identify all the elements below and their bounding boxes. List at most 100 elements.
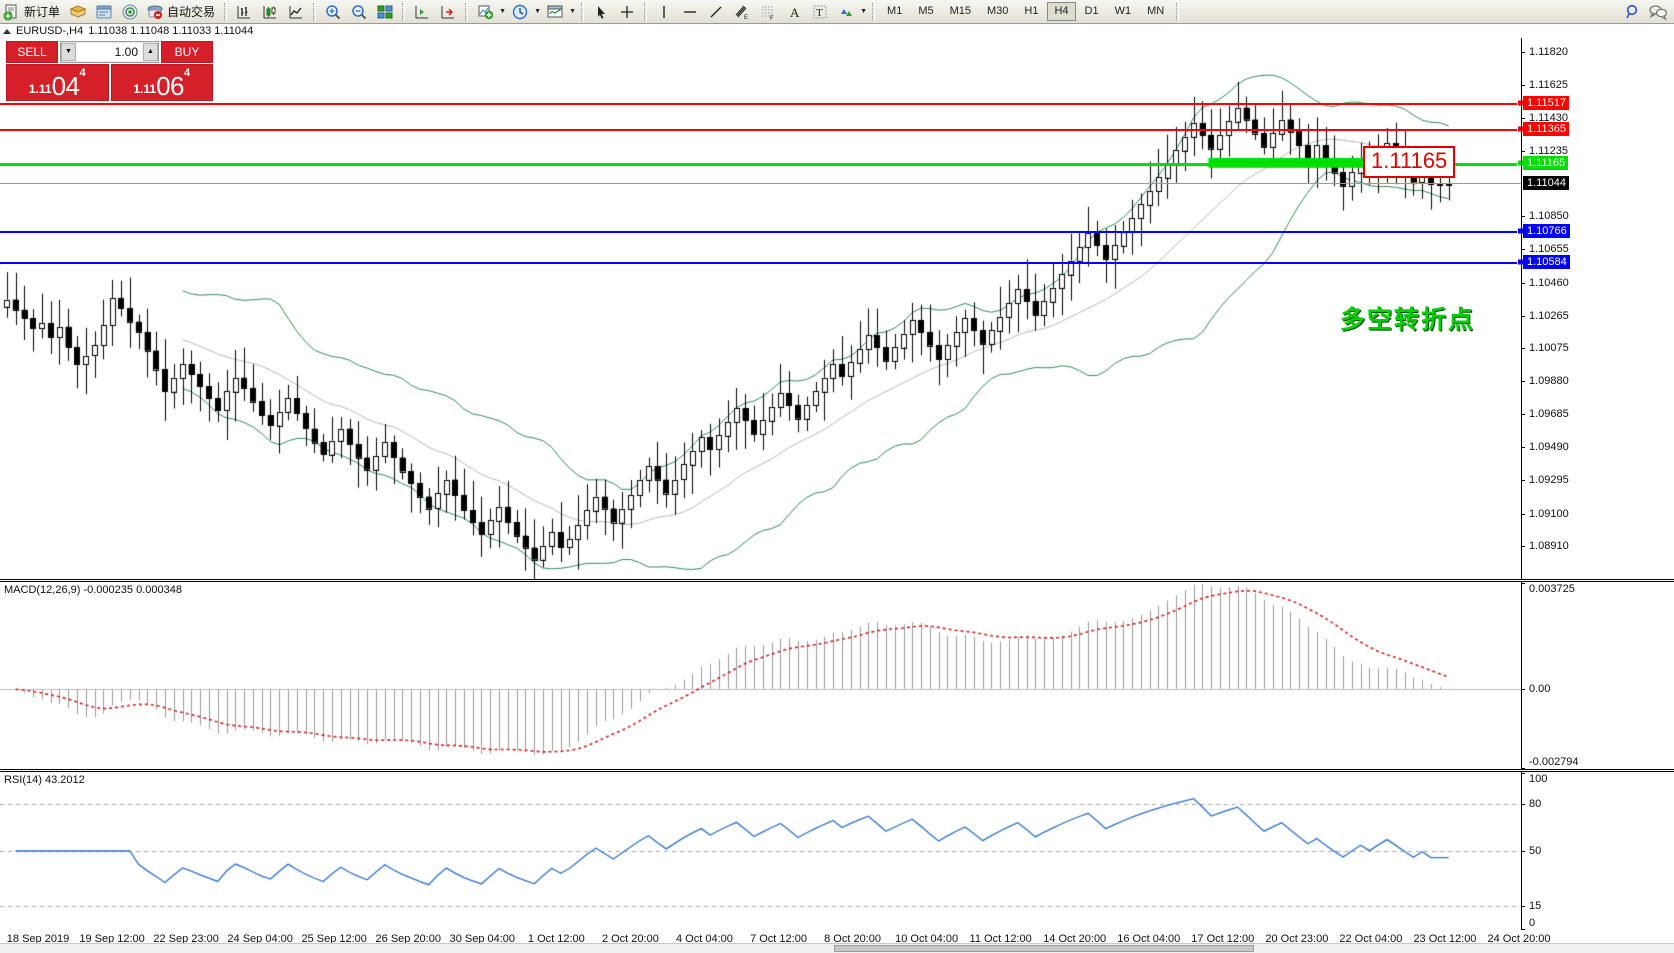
price-level-line-resistance[interactable] bbox=[0, 103, 1521, 106]
autotrade-icon bbox=[146, 3, 164, 21]
rsi-axis[interactable]: 100 80 50 15 0 bbox=[1521, 772, 1674, 930]
macd-tick-label: 0.003725 bbox=[1529, 583, 1575, 595]
price-level-badge[interactable]: 1.10584 bbox=[1523, 254, 1570, 269]
price-annotation-box[interactable]: 1.11165 bbox=[1363, 145, 1456, 178]
period-dropdown-arrow[interactable]: ▼ bbox=[534, 8, 541, 15]
chart-canvas-area[interactable]: EURUSD-,H4 1.11038 1.11048 1.11033 1.110… bbox=[0, 24, 1674, 953]
price-plot-canvas[interactable] bbox=[0, 38, 1521, 579]
line-chart-button[interactable] bbox=[284, 1, 308, 23]
timeframe-h1[interactable]: H1 bbox=[1024, 5, 1039, 17]
zoom-out-button[interactable] bbox=[347, 1, 371, 23]
time-tick-label: 19 Sep 12:00 bbox=[79, 933, 145, 945]
timeframe-w1[interactable]: W1 bbox=[1114, 5, 1132, 17]
price-level-line-support[interactable] bbox=[0, 261, 1521, 264]
macd-plot-canvas[interactable] bbox=[0, 582, 1521, 769]
pane-separator-rsi[interactable] bbox=[0, 769, 1674, 772]
wallet-icon-button[interactable] bbox=[66, 1, 90, 23]
crosshair-tool-button[interactable] bbox=[615, 1, 639, 23]
price-pane[interactable]: 1.11165 多空转折点 1.11820 1.11625 1.11430 1.112… bbox=[0, 38, 1674, 579]
price-axis[interactable]: 1.11820 1.11625 1.11430 1.11235 1.10850 1.106… bbox=[1521, 38, 1674, 579]
autotrade-label: 自动交易 bbox=[167, 5, 216, 19]
new-order-label: 新订单 bbox=[24, 5, 61, 19]
price-tick bbox=[1521, 513, 1525, 515]
macd-pane[interactable]: MACD(12,26,9) -0.000235 0.000348 0.00372… bbox=[0, 582, 1674, 769]
macd-axis[interactable]: 0.003725 0.00 -0.002794 bbox=[1521, 582, 1674, 769]
macd-tick-label: -0.002794 bbox=[1529, 756, 1579, 768]
rsi-pane[interactable]: RSI(14) 43.2012 100 80 50 15 0 bbox=[0, 772, 1674, 930]
price-tick-label: 1.09685 bbox=[1529, 408, 1569, 421]
equidistant-channel-button[interactable]: E bbox=[730, 1, 754, 23]
chinese-annotation-label[interactable]: 多空转折点 bbox=[1340, 304, 1476, 334]
collapse-triangle-icon[interactable] bbox=[3, 28, 11, 34]
indicators-button[interactable] bbox=[473, 1, 497, 23]
time-tick-label: 10 Oct 04:00 bbox=[895, 933, 959, 945]
price-tick-label: 1.09295 bbox=[1529, 474, 1569, 487]
zoom-in-button[interactable] bbox=[321, 1, 345, 23]
trendline-button[interactable] bbox=[704, 1, 728, 23]
chat-icon[interactable] bbox=[1648, 3, 1668, 21]
timeframe-m15[interactable]: M15 bbox=[949, 5, 971, 17]
price-level-line-resistance[interactable] bbox=[0, 128, 1521, 131]
price-axis-line bbox=[1521, 38, 1522, 579]
arrows-button[interactable] bbox=[834, 1, 858, 23]
auto-scroll-button[interactable] bbox=[436, 1, 460, 23]
rsi-tick-label: 100 bbox=[1529, 773, 1548, 785]
vertical-line-button[interactable] bbox=[652, 1, 676, 23]
cursor-tool-button[interactable] bbox=[589, 1, 613, 23]
price-level-line-support[interactable] bbox=[0, 230, 1521, 233]
time-tick-label: 24 Oct 20:00 bbox=[1487, 933, 1551, 945]
price-level-line-pivot[interactable] bbox=[0, 162, 1521, 166]
terminal-window-icon bbox=[95, 3, 113, 21]
time-axis[interactable]: 18 Sep 2019 19 Sep 12:00 22 Sep 23:00 24 Se… bbox=[0, 930, 1674, 952]
price-tick bbox=[1521, 347, 1525, 349]
time-tick-label: 24 Sep 04:00 bbox=[227, 933, 293, 945]
horizontal-scrollbar[interactable] bbox=[0, 943, 1674, 953]
period-button[interactable] bbox=[508, 1, 532, 23]
chart-shift-icon bbox=[413, 3, 431, 21]
shift-chart-button[interactable] bbox=[410, 1, 434, 23]
arrows-icon bbox=[837, 3, 855, 21]
toolbar-separator-7 bbox=[872, 2, 876, 21]
price-level-badge[interactable]: 1.11365 bbox=[1523, 121, 1569, 136]
indicators-dropdown-arrow[interactable]: ▼ bbox=[499, 8, 506, 15]
bar-chart-button[interactable] bbox=[232, 1, 256, 23]
toolbar-separator-4 bbox=[465, 2, 469, 21]
price-level-badge[interactable]: 1.10766 bbox=[1523, 223, 1570, 238]
new-order-button[interactable]: 新订单 bbox=[1, 1, 64, 23]
price-tick bbox=[1521, 117, 1525, 119]
timeframe-h4[interactable]: H4 bbox=[1047, 2, 1076, 21]
svg-text:T: T bbox=[816, 7, 823, 19]
timeframe-m30[interactable]: M30 bbox=[987, 5, 1009, 17]
terminal-icon-button[interactable] bbox=[92, 1, 116, 23]
signals-icon-button[interactable] bbox=[118, 1, 142, 23]
horizontal-line-icon bbox=[681, 3, 699, 21]
time-tick-label: 11 Oct 12:00 bbox=[969, 933, 1032, 945]
timeframe-mn[interactable]: MN bbox=[1147, 5, 1165, 17]
search-icon[interactable] bbox=[1624, 3, 1642, 21]
templates-dropdown-arrow[interactable]: ▼ bbox=[569, 8, 576, 15]
text-label-button[interactable]: T bbox=[808, 1, 832, 23]
candlestick-chart-button[interactable] bbox=[258, 1, 282, 23]
macd-tick-label: 0.00 bbox=[1529, 682, 1551, 695]
rsi-plot-canvas[interactable] bbox=[0, 772, 1521, 930]
time-tick-label: 26 Sep 20:00 bbox=[375, 933, 441, 945]
arrows-dropdown-arrow[interactable]: ▼ bbox=[860, 8, 867, 15]
autotrade-button[interactable]: 自动交易 bbox=[144, 1, 219, 23]
text-tool-button[interactable]: A bbox=[782, 1, 806, 23]
tile-windows-button[interactable] bbox=[373, 1, 397, 23]
bar-chart-icon bbox=[235, 3, 253, 21]
timeframe-group: M1 M5 M15 M30 H1 H4 D1 W1 MN bbox=[879, 2, 1172, 21]
time-tick-label: 18 Sep 2019 bbox=[6, 933, 70, 945]
price-level-badge[interactable]: 1.11517 bbox=[1523, 96, 1569, 111]
price-level-badge[interactable]: 1.11044 bbox=[1523, 176, 1569, 191]
price-tick-label: 1.10655 bbox=[1529, 243, 1569, 256]
templates-button[interactable] bbox=[543, 1, 567, 23]
fibonacci-button[interactable]: F bbox=[756, 1, 780, 23]
timeframe-d1[interactable]: D1 bbox=[1084, 5, 1099, 17]
scrollbar-thumb[interactable] bbox=[834, 945, 1254, 952]
pane-separator-macd[interactable] bbox=[0, 579, 1674, 582]
horizontal-line-button[interactable] bbox=[678, 1, 702, 23]
price-level-badge[interactable]: 1.11165 bbox=[1523, 155, 1569, 170]
timeframe-m5[interactable]: M5 bbox=[918, 5, 934, 17]
timeframe-m1[interactable]: M1 bbox=[887, 5, 903, 17]
